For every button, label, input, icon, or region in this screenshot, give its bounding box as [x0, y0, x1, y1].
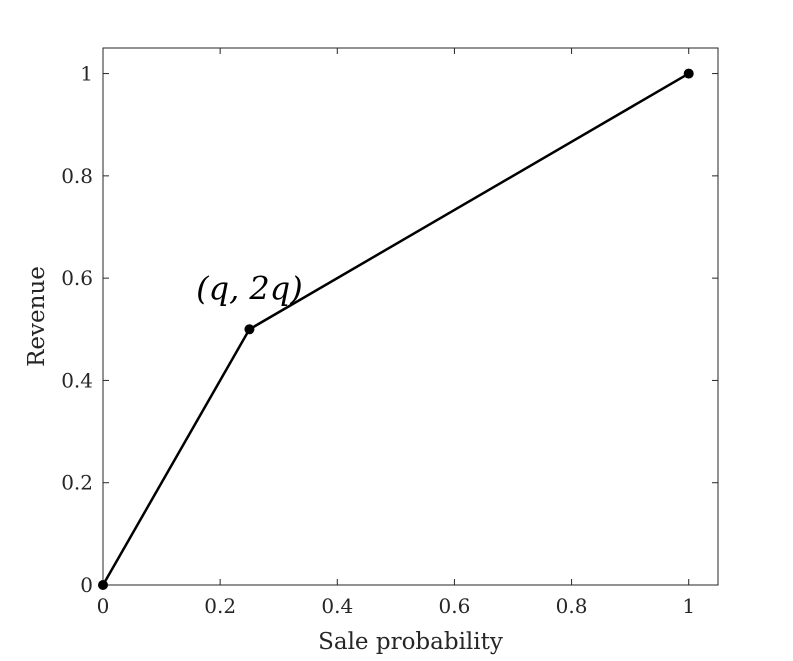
y-axis-ticks: 0 0.2 0.4 0.6 0.8 1: [61, 62, 718, 597]
x-tick-label: 0.2: [204, 594, 236, 618]
data-point: [244, 324, 255, 335]
x-tick-label: 1: [682, 594, 695, 618]
y-tick-label: 0.8: [61, 164, 93, 188]
y-tick-label: 0.4: [61, 368, 93, 392]
axes-box: [102, 47, 719, 586]
series-layer: [98, 68, 694, 590]
y-tick-label: 0.6: [61, 266, 93, 290]
axes-frame: [102, 47, 719, 586]
point-annotation: (q, 2q): [196, 269, 303, 307]
data-point: [683, 68, 694, 79]
x-tick-label: 0.6: [439, 594, 471, 618]
x-axis-ticks: 0 0.2 0.4 0.6 0.8 1: [97, 48, 695, 618]
y-tick-label: 0.2: [61, 471, 93, 495]
y-tick-label: 1: [80, 62, 93, 86]
data-point: [98, 580, 108, 590]
x-tick-label: 0: [97, 594, 110, 618]
x-tick-label: 0.4: [321, 594, 353, 618]
x-tick-label: 0.8: [556, 594, 588, 618]
y-axis-title: Revenue: [24, 266, 50, 367]
x-axis-title: Sale probability: [318, 629, 503, 655]
series-line: [101, 72, 690, 586]
y-tick-label: 0: [80, 573, 93, 597]
